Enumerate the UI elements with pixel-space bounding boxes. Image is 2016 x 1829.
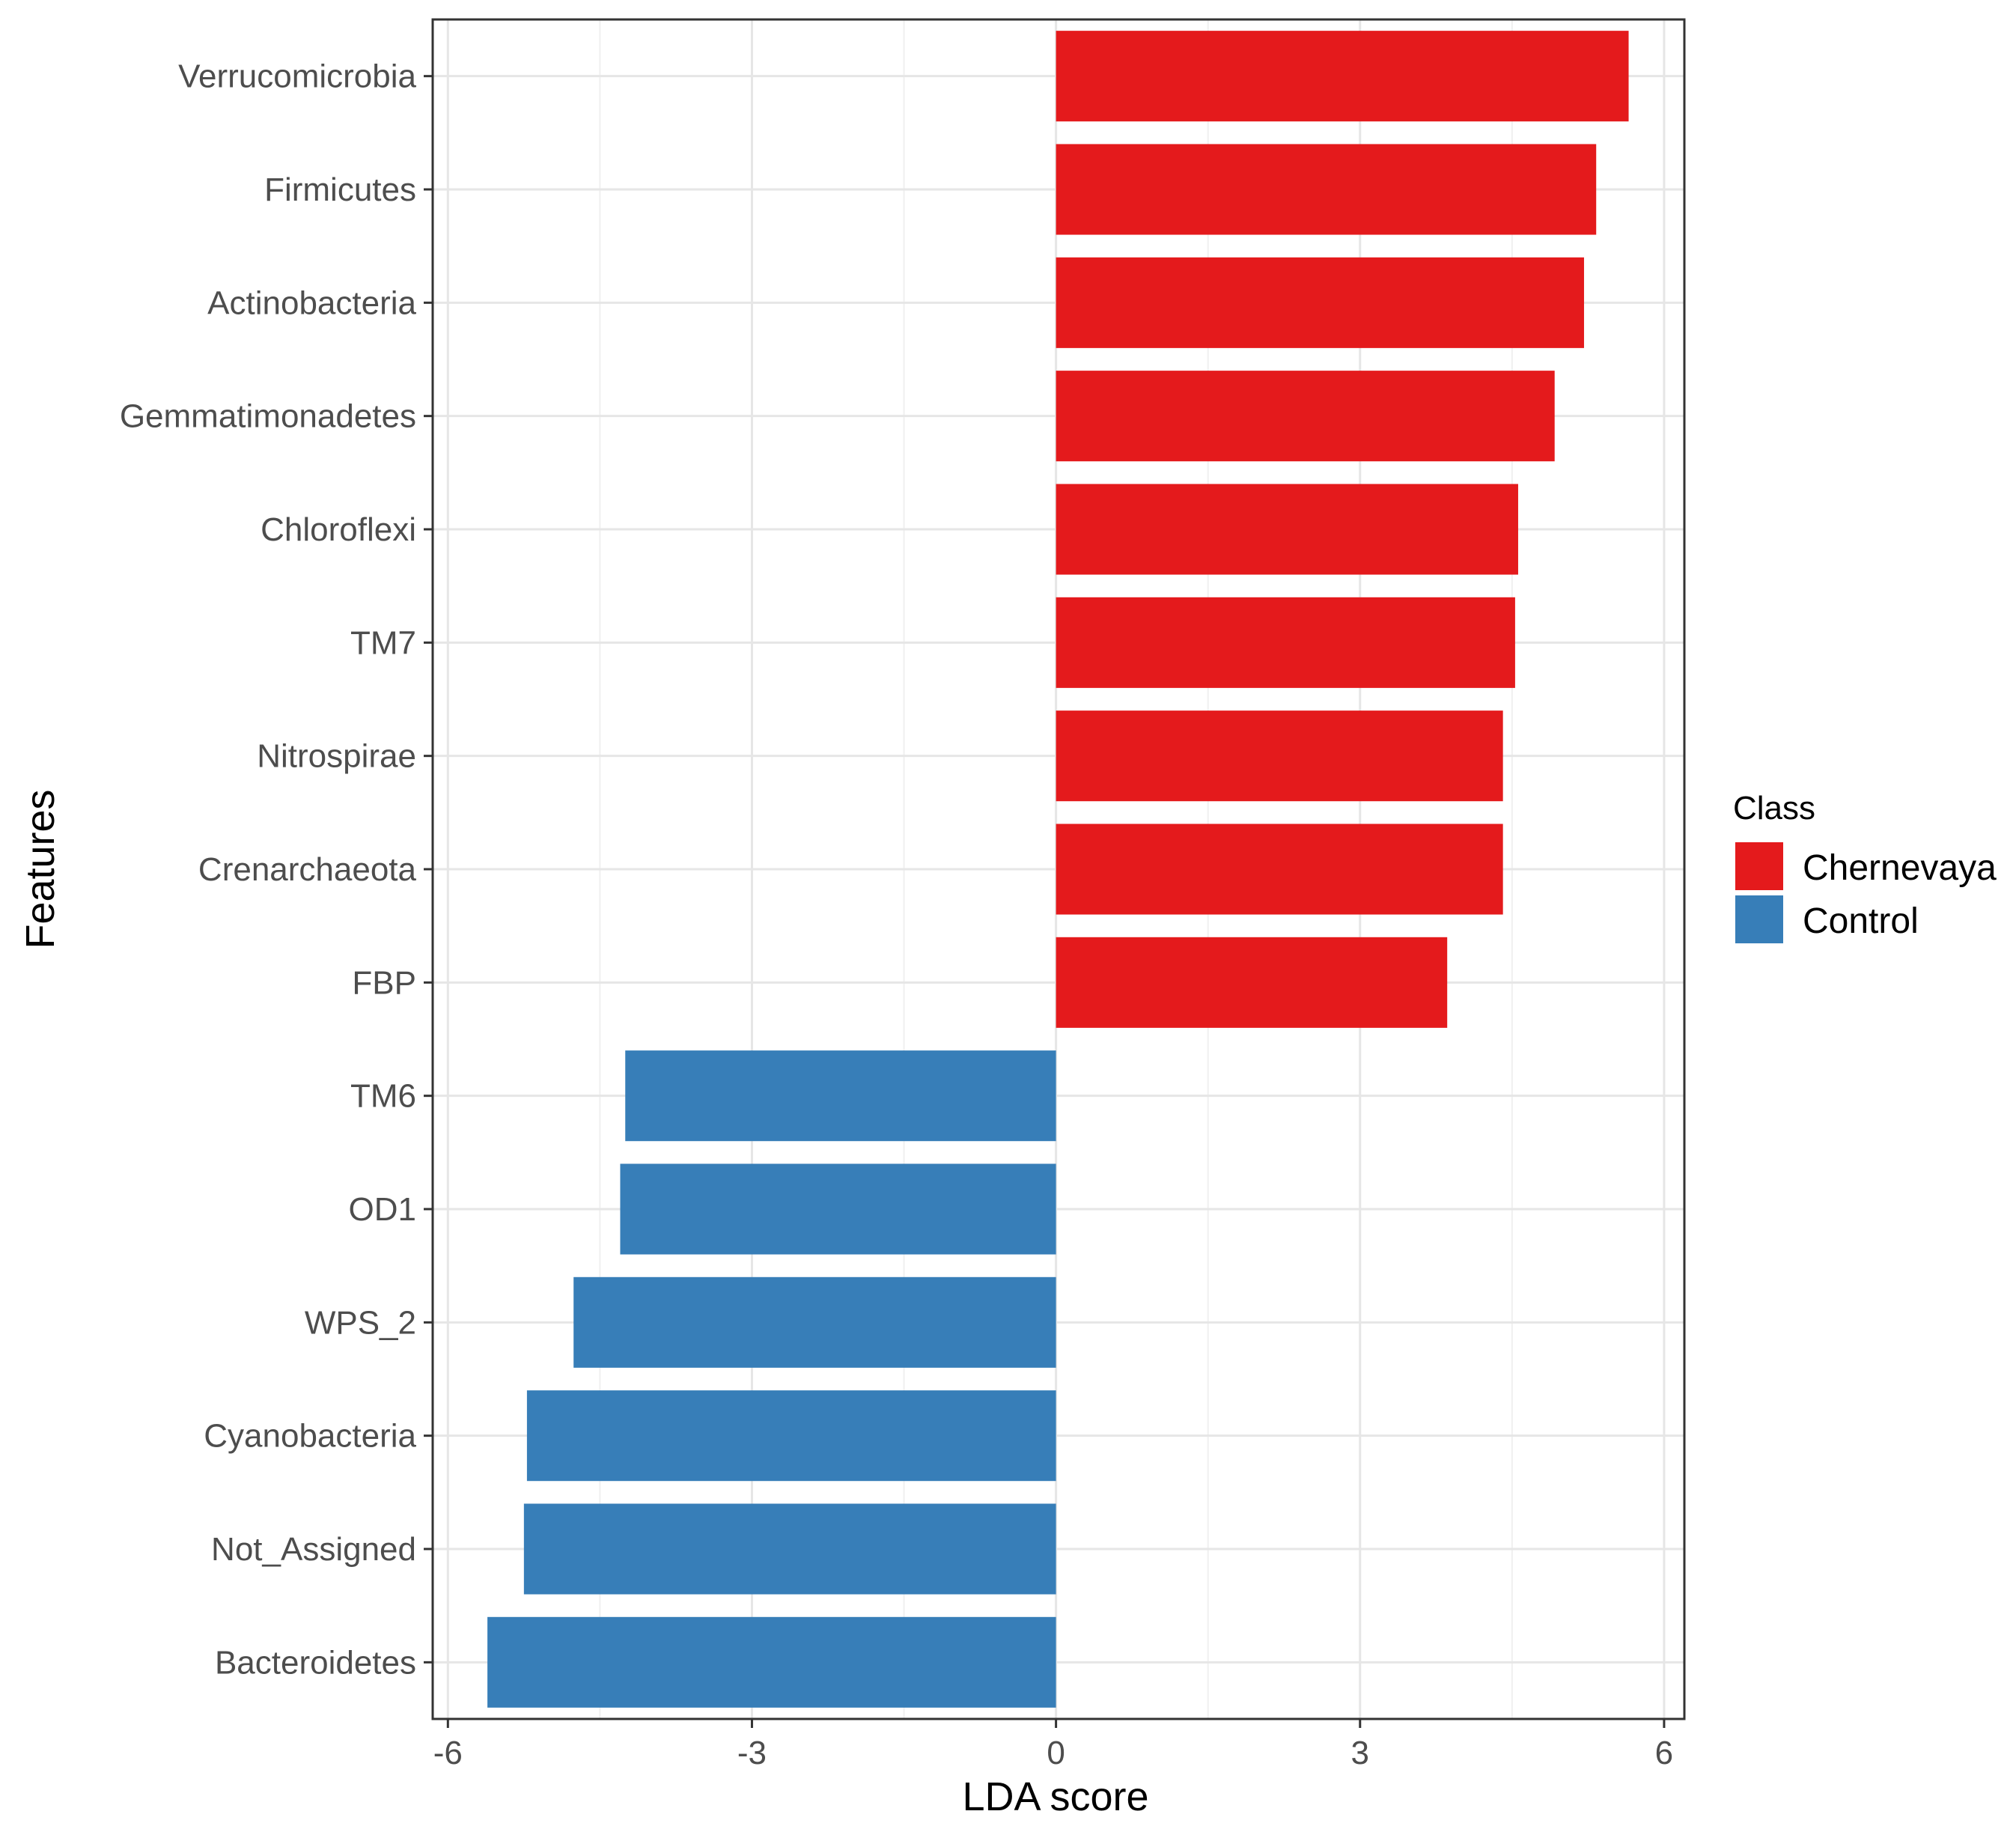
y-tick-label-od1: OD1 (349, 1191, 416, 1228)
bars (487, 31, 1629, 1708)
y-tick-label-tm6: TM6 (350, 1078, 416, 1115)
y-tick-label-firmicutes: Firmicutes (264, 171, 416, 208)
bar-firmicutes (1056, 144, 1597, 235)
y-tick-label-verrucomicrobia: Verrucomicrobia (178, 58, 416, 95)
y-tick-label-gemmatimonadetes: Gemmatimonadetes (120, 398, 416, 435)
bar-actinobacteria (1056, 257, 1584, 348)
y-tick-label-chloroflexi: Chloroflexi (261, 511, 416, 548)
bar-chloroflexi (1056, 484, 1518, 575)
bar-verrucomicrobia (1056, 31, 1629, 122)
bar-tm6 (625, 1050, 1056, 1142)
x-axis-title: LDA score (962, 1774, 1148, 1819)
bar-fbp (1056, 937, 1448, 1028)
legend-swatch-chernevaya (1735, 842, 1783, 890)
y-tick-label-nitrospirae: Nitrospirae (257, 738, 416, 775)
legend-label-control: Control (1803, 901, 1919, 941)
bar-gemmatimonadetes (1056, 371, 1555, 462)
bar-tm7 (1056, 597, 1515, 688)
legend: Class Chernevaya Control (1733, 790, 1997, 943)
legend-label-chernevaya: Chernevaya (1803, 848, 1997, 888)
y-axis-title: Features (18, 789, 63, 949)
y-tick-label-crenarchaeota: Crenarchaeota (198, 851, 417, 888)
bar-nitrospirae (1056, 710, 1503, 802)
x-axis: -6 -3 0 3 6 (433, 1719, 1673, 1771)
x-tick-label: 6 (1655, 1735, 1673, 1771)
legend-swatch-control (1735, 895, 1783, 943)
x-tick-label: 0 (1047, 1735, 1065, 1771)
y-tick-label-tm7: TM7 (350, 624, 416, 661)
bar-od1 (620, 1163, 1056, 1255)
bar-not-assigned (523, 1503, 1056, 1595)
x-tick-label: 3 (1351, 1735, 1369, 1771)
bar-crenarchaeota (1056, 824, 1503, 915)
y-tick-label-cyanobacteria: Cyanobacteria (204, 1418, 416, 1455)
bar-wps-2 (573, 1276, 1056, 1368)
y-tick-label-bacteroidetes: Bacteroidetes (215, 1644, 416, 1681)
y-tick-label-actinobacteria: Actinobacteria (207, 284, 416, 321)
x-tick-label: -3 (737, 1735, 767, 1771)
y-axis: Verrucomicrobia Firmicutes Actinobacteria G… (120, 58, 433, 1681)
bar-bacteroidetes (487, 1616, 1056, 1708)
y-tick-label-not-assigned: Not_Assigned (211, 1531, 416, 1568)
legend-title: Class (1733, 790, 1815, 827)
bar-cyanobacteria (526, 1390, 1056, 1482)
y-tick-label-wps-2: WPS_2 (305, 1304, 416, 1341)
y-tick-label-fbp: FBP (352, 964, 416, 1001)
x-tick-label: -6 (433, 1735, 463, 1771)
